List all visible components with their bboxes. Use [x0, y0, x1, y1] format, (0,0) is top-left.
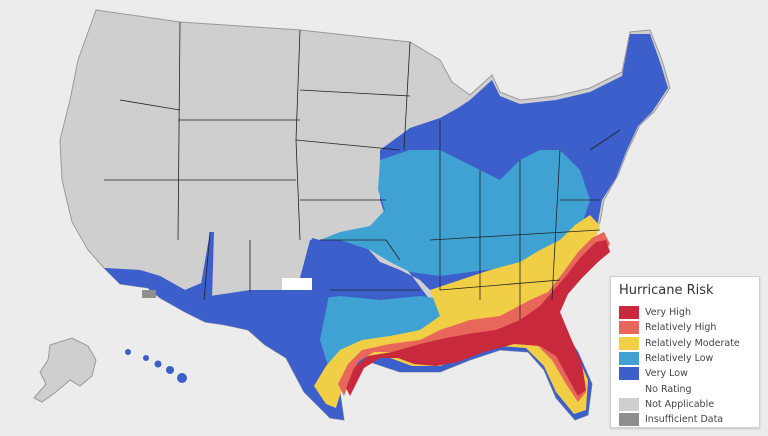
legend-item-very-low: Very Low	[619, 366, 751, 381]
legend-label: Relatively High	[645, 322, 717, 334]
legend-label: Relatively Low	[645, 353, 714, 365]
legend-swatch	[619, 336, 639, 350]
legend-label: Insufficient Data	[645, 414, 724, 426]
legend-swatch	[619, 367, 639, 381]
legend-item-not-applicable: Not Applicable	[619, 397, 751, 412]
legend-swatch	[619, 306, 639, 320]
legend-label: Very High	[645, 307, 691, 319]
legend-label: Not Applicable	[645, 398, 715, 410]
region-southwest-very-low	[104, 232, 330, 360]
legend-swatch	[619, 321, 639, 335]
legend-item-relatively-high: Relatively High	[619, 320, 751, 335]
legend-item-insufficient-data: Insufficient Data	[619, 412, 751, 427]
region-no-rating	[282, 278, 312, 290]
legend-item-very-high: Very High	[619, 305, 751, 320]
region-insufficient-data	[142, 290, 156, 298]
legend-title: Hurricane Risk	[619, 283, 714, 298]
region-relatively-moderate	[314, 215, 600, 414]
region-very-high	[346, 240, 610, 396]
legend-label: Very Low	[645, 368, 688, 380]
state-borders	[104, 21, 621, 320]
legend-swatch	[619, 397, 639, 411]
legend-item-relatively-moderate: Relatively Moderate	[619, 336, 751, 351]
legend: Hurricane Risk Very High Relatively High…	[610, 276, 760, 428]
legend-item-relatively-low: Relatively Low	[619, 351, 751, 366]
legend-item-no-rating: No Rating	[619, 381, 751, 396]
legend-label: No Rating	[645, 383, 692, 395]
alaska-inset	[33, 337, 97, 403]
legend-swatch	[619, 413, 639, 427]
legend-swatch	[619, 352, 639, 366]
legend-label: Relatively Moderate	[645, 337, 740, 349]
hawaii-inset	[125, 349, 187, 383]
region-relatively-low	[320, 150, 590, 276]
legend-swatch	[619, 382, 639, 396]
